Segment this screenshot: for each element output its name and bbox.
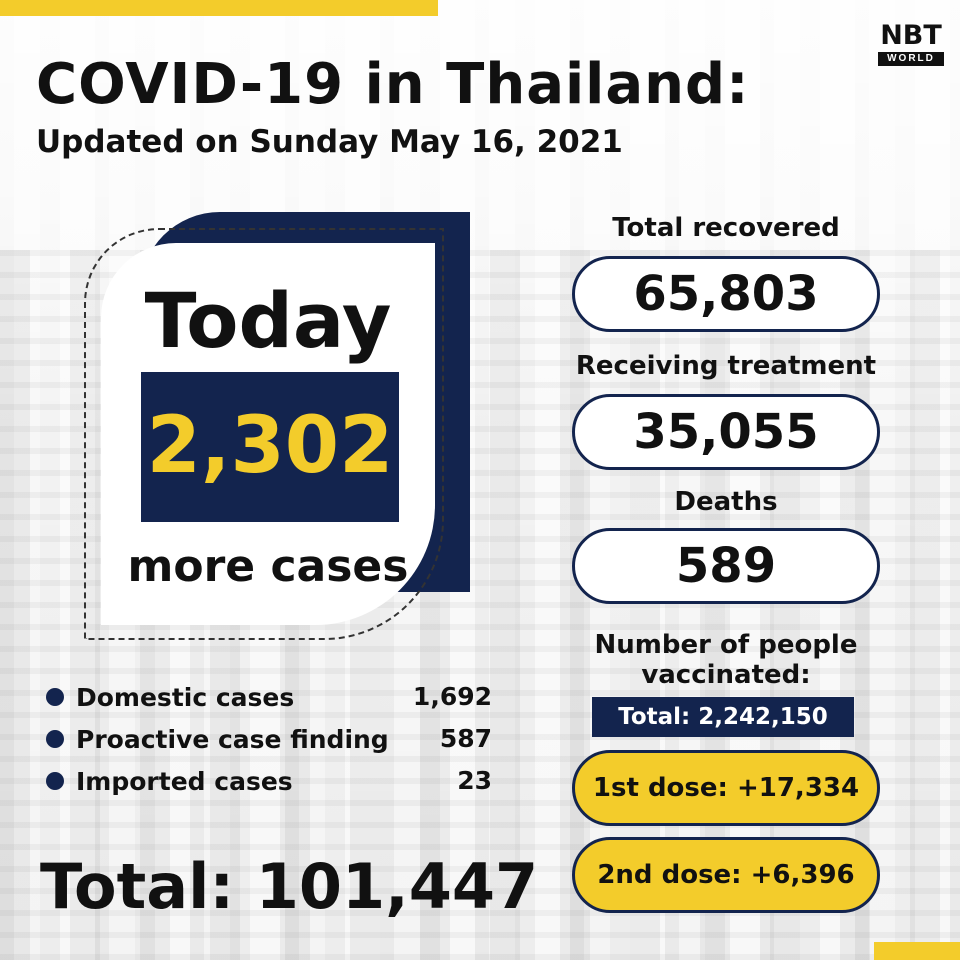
bullet-icon bbox=[46, 772, 64, 790]
top-accent-bar bbox=[0, 0, 438, 16]
vaccinated-label-line1: Number of people bbox=[594, 630, 858, 660]
total-cases: Total: 101,447 bbox=[40, 850, 539, 923]
list-item: Domestic cases 1,692 bbox=[46, 676, 496, 718]
logo-main-text: NBT bbox=[880, 20, 942, 51]
breakdown-label: Imported cases bbox=[76, 766, 293, 796]
second-dose-value: 2nd dose: +6,396 bbox=[572, 837, 880, 913]
list-item: Imported cases 23 bbox=[46, 760, 496, 802]
recovered-value: 65,803 bbox=[572, 256, 880, 332]
nbt-world-logo: NBT WORLD bbox=[876, 22, 946, 70]
bullet-icon bbox=[46, 688, 64, 706]
first-dose-value: 1st dose: +17,334 bbox=[572, 750, 880, 826]
deaths-value: 589 bbox=[572, 528, 880, 604]
today-card-dashed-outline bbox=[84, 228, 444, 640]
new-cases-value: 2,302 bbox=[146, 401, 394, 491]
deaths-label: Deaths bbox=[674, 487, 778, 517]
breakdown-label: Domestic cases bbox=[76, 682, 295, 712]
vaccinated-label: Number of people vaccinated: bbox=[572, 630, 880, 690]
bullet-icon bbox=[46, 730, 64, 748]
case-breakdown-list: Domestic cases 1,692 Proactive case find… bbox=[46, 676, 496, 802]
page-subtitle: Updated on Sunday May 16, 2021 bbox=[36, 124, 623, 160]
treatment-value: 35,055 bbox=[572, 394, 880, 470]
vaccinated-total: Total: 2,242,150 bbox=[592, 697, 854, 737]
treatment-label: Receiving treatment bbox=[575, 351, 877, 381]
recovered-label: Total recovered bbox=[612, 213, 840, 243]
breakdown-value: 1,692 bbox=[412, 682, 492, 711]
breakdown-value: 23 bbox=[457, 766, 492, 795]
new-cases-box bbox=[141, 372, 399, 522]
logo-sub-text: WORLD bbox=[878, 52, 944, 66]
breakdown-label: Proactive case finding bbox=[76, 724, 389, 754]
today-label: Today bbox=[144, 276, 392, 365]
list-item: Proactive case finding 587 bbox=[46, 718, 496, 760]
bottom-accent-bar bbox=[874, 942, 960, 960]
breakdown-value: 587 bbox=[439, 724, 492, 753]
page-title: COVID-19 in Thailand: bbox=[36, 52, 750, 117]
vaccinated-label-line2: vaccinated: bbox=[641, 660, 811, 690]
new-cases-caption: more cases bbox=[127, 541, 409, 592]
